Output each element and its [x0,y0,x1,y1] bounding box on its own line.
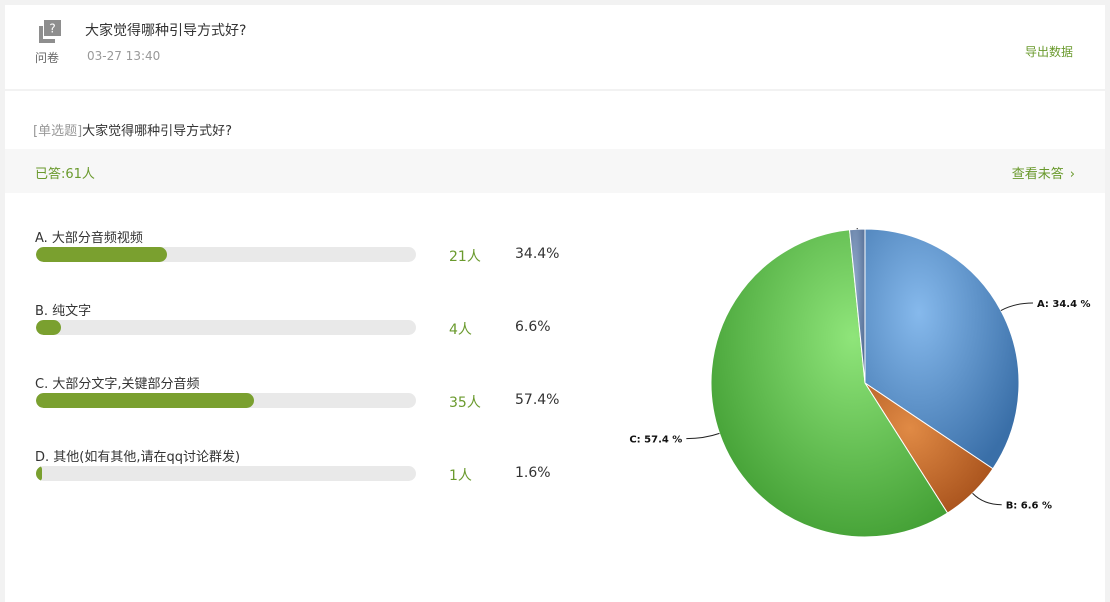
option-label: A. 大部分音频视频 [35,231,143,246]
pie-leader-line [972,492,1002,506]
option-count: 35人 [449,395,481,411]
chevron-right-icon: › [1069,167,1075,182]
option-progress-track [36,320,416,335]
option-percent: 6.6% [515,319,551,335]
answer-summary-bar: 已答:61人 查看未答 › [5,149,1105,193]
pie-label: B: 6.6 % [1006,501,1052,512]
export-data-button[interactable]: 导出数据 [1024,45,1073,59]
survey-header-card: ? 问卷 大家觉得哪种引导方式好? 03-27 13:40 导出数据 [5,5,1105,89]
option-row-c: C. 大部分文字,关键部分音频 35人 57.4% [35,373,595,413]
option-progress-fill [36,320,62,335]
option-count: 21人 [449,249,481,265]
view-unanswered-link[interactable]: 查看未答 › [1012,163,1075,182]
pie-leader-line [1000,302,1033,311]
option-count: 1人 [449,468,472,484]
pie-label: A: 34.4 % [1037,299,1091,310]
pie-slice-a [864,228,1020,470]
option-percent: 1.6% [515,465,551,481]
option-percent: 57.4% [515,392,560,408]
option-label: D. 其他(如有其他,请在qq讨论群发) [35,450,241,465]
pie-leader-line [686,432,720,440]
question-text: [单选题]大家觉得哪种引导方式好? [33,120,232,139]
option-row-b: B. 纯文字 4人 6.6% [35,300,595,340]
option-progress-track [36,466,416,481]
option-count: 4人 [449,322,472,338]
survey-timestamp: 03-27 13:40 [87,49,161,63]
option-progress-fill [36,466,43,481]
option-row-d: D. 其他(如有其他,请在qq讨论群发) 1人 1.6% [35,446,595,486]
survey-question-icon: ? [39,20,61,43]
answered-count: 已答:61人 [35,167,95,182]
option-progress-fill [36,247,167,262]
view-unanswered-label: 查看未答 [1011,167,1064,182]
question-type-tag: [单选题] [33,124,83,139]
option-label: B. 纯文字 [35,304,92,319]
option-row-a: A. 大部分音频视频 21人 34.4% [35,227,595,267]
svg-text:?: ? [49,22,55,36]
question-title: 大家觉得哪种引导方式好? [82,124,233,139]
option-progress-fill [36,393,255,408]
option-progress-track [36,247,416,262]
pie-label: C: 57.4 % [629,435,682,446]
option-label: C. 大部分文字,关键部分音频 [35,377,200,392]
option-progress-track [36,393,416,408]
option-percent: 34.4% [515,246,560,262]
question-result-card: [单选题]大家觉得哪种引导方式好? 已答:61人 查看未答 › A. 大部分音频视… [5,91,1105,602]
survey-type-label: 问卷 [35,51,60,65]
pie-chart: A: 34.4 %B: 6.6 %C: 57.4 %D: 1.6 % [629,228,1091,538]
survey-title: 大家觉得哪种引导方式好? [85,23,247,39]
